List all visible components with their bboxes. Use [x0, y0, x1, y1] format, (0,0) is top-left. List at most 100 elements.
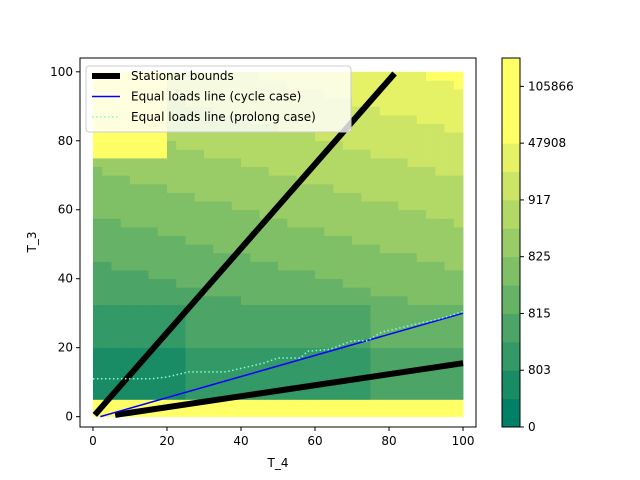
- heatmap-cell: [213, 399, 223, 409]
- heatmap-cell: [120, 209, 131, 219]
- heatmap-cell: [287, 287, 297, 297]
- heatmap-cell: [361, 192, 371, 202]
- heatmap-cell: [370, 201, 381, 211]
- heatmap-cell: [361, 399, 371, 409]
- x-tick-label: 100: [452, 434, 475, 448]
- heatmap-cell: [324, 356, 334, 366]
- heatmap-cell: [444, 71, 455, 81]
- heatmap-cell: [222, 270, 233, 280]
- heatmap-cell: [287, 218, 297, 228]
- heatmap-cell: [231, 382, 242, 392]
- heatmap-cell: [315, 295, 325, 305]
- heatmap-cell: [361, 313, 371, 323]
- heatmap-cell: [129, 140, 140, 150]
- heatmap-cell: [352, 304, 362, 314]
- heatmap-cell: [352, 97, 362, 107]
- heatmap-cell: [278, 270, 288, 280]
- heatmap-cell: [389, 287, 399, 297]
- heatmap-cell: [194, 373, 205, 383]
- heatmap-cell: [444, 270, 455, 280]
- heatmap-cell: [176, 166, 186, 176]
- heatmap-cell: [333, 287, 344, 297]
- heatmap-cell: [296, 244, 307, 254]
- heatmap-cell: [352, 408, 362, 418]
- heatmap-cell: [250, 321, 260, 331]
- heatmap-cell: [268, 399, 279, 409]
- heatmap-cell: [333, 261, 344, 271]
- heatmap-cell: [278, 364, 288, 374]
- heatmap-cell: [268, 149, 279, 159]
- heatmap-cell: [407, 356, 418, 366]
- heatmap-cell: [342, 399, 353, 409]
- heatmap-cell: [148, 149, 159, 159]
- heatmap-cell: [416, 114, 427, 124]
- heatmap-cell: [342, 218, 353, 228]
- heatmap-cell: [342, 149, 353, 159]
- heatmap-cell: [342, 201, 353, 211]
- heatmap-cell: [231, 287, 242, 297]
- heatmap-cell: [389, 218, 399, 228]
- heatmap-cell: [240, 209, 251, 219]
- heatmap-cell: [102, 382, 112, 392]
- heatmap-cell: [287, 175, 297, 185]
- heatmap-cell: [444, 364, 455, 374]
- heatmap-cell: [361, 183, 371, 193]
- colorbar-band: [502, 86, 520, 116]
- heatmap-cell: [250, 218, 260, 228]
- heatmap-cell: [426, 304, 436, 314]
- heatmap-cell: [139, 166, 149, 176]
- heatmap-cell: [315, 175, 325, 185]
- heatmap-cell: [278, 261, 288, 271]
- heatmap-cell: [453, 123, 464, 133]
- heatmap-cell: [176, 278, 186, 288]
- heatmap-cell: [305, 132, 316, 142]
- heatmap-cell: [185, 209, 196, 219]
- heatmap-cell: [194, 347, 205, 357]
- heatmap-cell: [296, 218, 307, 228]
- heatmap-cell: [379, 106, 390, 116]
- heatmap-cell: [185, 313, 196, 323]
- heatmap-cell: [407, 97, 418, 107]
- heatmap-cell: [352, 390, 362, 400]
- heatmap-cell: [157, 356, 168, 366]
- heatmap-cell: [333, 149, 344, 159]
- heatmap-cell: [102, 330, 112, 340]
- heatmap-cell: [194, 356, 205, 366]
- heatmap-cell: [240, 304, 251, 314]
- heatmap-cell: [111, 209, 122, 219]
- heatmap-cell: [361, 166, 371, 176]
- heatmap-cell: [240, 408, 251, 418]
- heatmap-cell: [361, 261, 371, 271]
- heatmap-cell: [426, 106, 436, 116]
- heatmap-cell: [389, 175, 399, 185]
- heatmap-cell: [231, 218, 242, 228]
- heatmap-cell: [324, 252, 334, 262]
- heatmap-cell: [111, 166, 122, 176]
- heatmap-cell: [250, 149, 260, 159]
- heatmap-cell: [361, 347, 371, 357]
- heatmap-cell: [296, 304, 307, 314]
- heatmap-cell: [342, 132, 353, 142]
- heatmap-cell: [92, 218, 103, 228]
- heatmap-cell: [287, 235, 297, 245]
- heatmap-cell: [416, 270, 427, 280]
- heatmap-cell: [185, 287, 196, 297]
- heatmap-cell: [102, 201, 112, 211]
- heatmap-cell: [240, 149, 251, 159]
- heatmap-cell: [435, 123, 445, 133]
- heatmap-cell: [361, 140, 371, 150]
- heatmap-cell: [453, 321, 464, 331]
- heatmap-cell: [342, 235, 353, 245]
- heatmap-cell: [407, 321, 418, 331]
- heatmap-cell: [148, 140, 159, 150]
- heatmap-cell: [278, 244, 288, 254]
- heatmap-cell: [426, 295, 436, 305]
- heatmap-cell: [361, 244, 371, 254]
- heatmap-cell: [240, 270, 251, 280]
- heatmap-cell: [139, 252, 149, 262]
- heatmap-cell: [315, 321, 325, 331]
- heatmap-cell: [166, 235, 177, 245]
- heatmap-cell: [453, 192, 464, 202]
- heatmap-cell: [268, 295, 279, 305]
- heatmap-cell: [166, 304, 177, 314]
